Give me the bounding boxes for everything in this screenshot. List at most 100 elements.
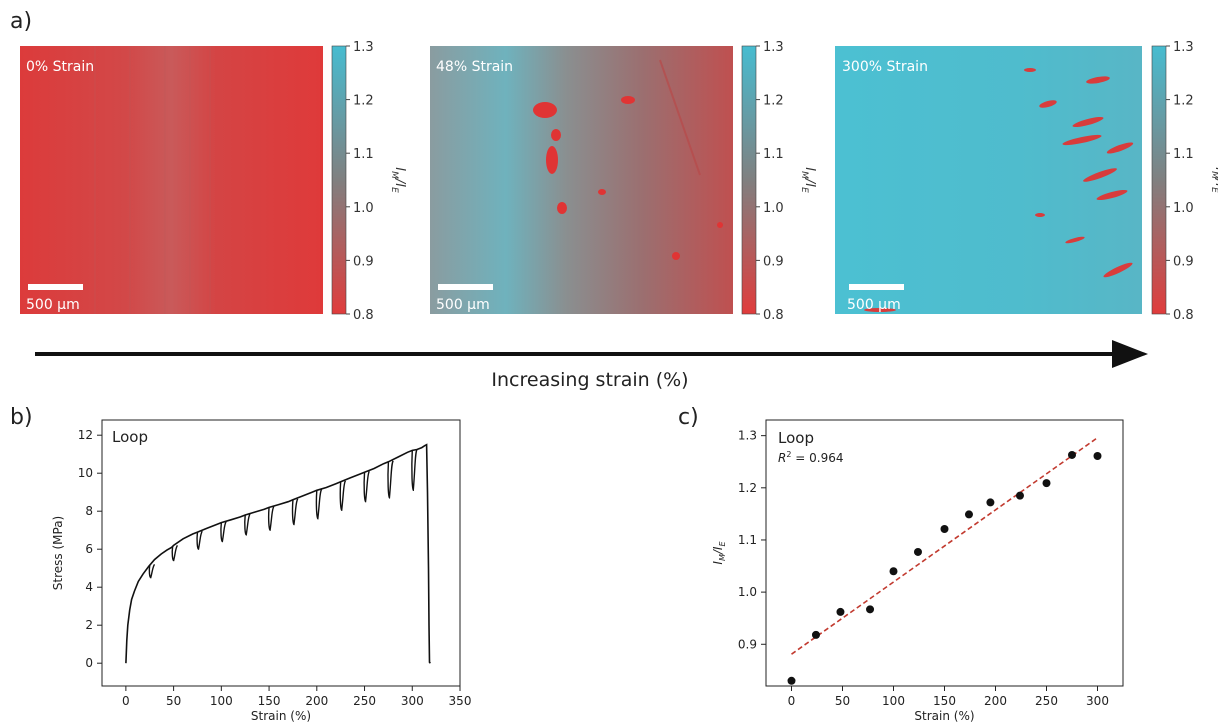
data-point	[811, 630, 820, 639]
y-tick-label: 2	[85, 618, 93, 632]
scale-bar-label: 500 µm	[26, 297, 80, 313]
panel-label-b: b)	[10, 405, 33, 430]
stress-curve	[125, 443, 431, 664]
plot-frame	[101, 419, 461, 687]
r-squared-label: R2 = 0.964	[778, 450, 843, 465]
hysteresis-loop	[291, 498, 299, 526]
colorbar: 1.3 1.2 1.1 1.0 0.9 0.8 IM/IE	[741, 40, 817, 323]
x-tick-label: 150	[258, 694, 281, 708]
y-tick-label: 1.1	[738, 533, 757, 547]
colorbar-tick-label: 1.3	[763, 40, 784, 55]
x-tick-label: 0	[122, 694, 130, 708]
colorbar-tick-label: 1.1	[1173, 147, 1194, 162]
colorbar-tick-label: 1.3	[353, 40, 374, 55]
hysteresis-loop	[244, 513, 251, 536]
colorbar-gradient	[331, 45, 347, 315]
colorbar-label: IM/IE	[389, 167, 407, 193]
linear-fit-line	[791, 437, 1098, 655]
colorbar-gradient	[1151, 45, 1167, 315]
x-tick-label: 350	[449, 694, 472, 708]
colorbar-tick-label: 1.3	[1173, 40, 1194, 55]
y-tick-label: 10	[78, 466, 93, 480]
scale-bar	[849, 284, 904, 290]
scale-bar-label: 500 µm	[436, 297, 490, 313]
strain-map-2: 300% Strain 500 µm	[835, 46, 1142, 314]
y-axis-label: Stress (MPa)	[51, 516, 65, 590]
chart-annotation: Loop	[778, 429, 814, 447]
arrow-label: Increasing strain (%)	[491, 369, 688, 391]
colorbar-tick-label: 1.0	[1173, 201, 1194, 216]
data-point	[940, 525, 949, 534]
y-tick-label: 1.2	[738, 481, 757, 495]
colorbar-label: IM/IE	[799, 167, 817, 193]
map-strain-label: 0% Strain	[26, 59, 94, 75]
colorbar-tick-label: 0.8	[1173, 308, 1194, 323]
data-point	[1093, 451, 1102, 460]
y-tick-label: 0	[85, 656, 93, 670]
colorbar-tick-label: 1.1	[353, 147, 374, 162]
map-texture	[94, 46, 211, 314]
strain-map-1: 48% Strain 500 µm	[430, 46, 733, 314]
hysteresis-loop	[171, 544, 179, 562]
x-axis-label: Strain (%)	[914, 709, 974, 723]
x-tick-label: 200	[984, 694, 1007, 708]
data-point	[986, 498, 995, 507]
y-tick-label: 4	[85, 580, 93, 594]
strain-map-0: 0% Strain 500 µm	[20, 46, 323, 314]
x-tick-label: 50	[835, 694, 850, 708]
map-hotspots	[864, 68, 1134, 312]
x-tick-label: 0	[788, 694, 796, 708]
y-tick-label: 12	[78, 428, 93, 442]
data-point	[787, 676, 796, 685]
intensity-ratio-chart: 0 50 100 150 200 250 300 0.9 1.0 1.1 1.2 1.3 Strain …	[711, 419, 1124, 723]
hysteresis-loop	[148, 563, 156, 579]
colorbar-tick-label: 1.1	[763, 147, 784, 162]
hysteresis-loop	[363, 470, 370, 503]
colorbar-tick-label: 1.0	[353, 201, 374, 216]
colorbar: 1.3 1.2 1.1 1.0 0.9 0.8 IM/IE	[1151, 40, 1218, 323]
scale-bar-label: 500 µm	[847, 297, 901, 313]
data-point	[836, 607, 845, 616]
colorbar-gradient	[741, 45, 757, 315]
x-tick-label: 150	[933, 694, 956, 708]
y-tick-label: 1.0	[738, 585, 757, 599]
colorbar-label: IM/IE	[1209, 167, 1218, 193]
scale-bar	[438, 284, 493, 290]
colorbar-tick-label: 1.2	[353, 94, 374, 109]
data-point	[866, 605, 875, 614]
colorbar-tick-label: 0.9	[353, 254, 374, 269]
map-strain-label: 48% Strain	[436, 59, 513, 75]
data-point	[1015, 491, 1024, 500]
y-axis-label: IM/IE	[711, 541, 727, 565]
colorbar-tick-label: 0.8	[763, 308, 784, 323]
panel-label-a: a)	[10, 9, 32, 34]
colorbar-tick-label: 0.8	[353, 308, 374, 323]
x-tick-label: 100	[210, 694, 233, 708]
x-tick-label: 200	[305, 694, 328, 708]
data-point	[913, 547, 922, 556]
hysteresis-loop	[220, 521, 227, 543]
data-point	[889, 567, 898, 576]
colorbar-tick-label: 1.2	[763, 94, 784, 109]
hysteresis-loop	[196, 530, 203, 550]
map-strain-label: 300% Strain	[842, 59, 928, 75]
chart-annotation: Loop	[112, 428, 148, 446]
increasing-strain-arrow	[35, 340, 1148, 368]
hysteresis-loop	[387, 460, 394, 499]
hysteresis-loop	[339, 480, 347, 511]
scale-bar	[28, 284, 83, 290]
x-tick-label: 250	[1035, 694, 1058, 708]
colorbar-tick-label: 0.9	[763, 254, 784, 269]
hysteresis-loop	[411, 449, 418, 492]
data-point	[964, 510, 973, 519]
data-point	[1042, 479, 1051, 488]
x-axis-label: Strain (%)	[251, 709, 311, 723]
x-tick-label: 100	[882, 694, 905, 708]
y-tick-label: 0.9	[738, 637, 757, 651]
x-tick-label: 300	[1086, 694, 1109, 708]
colorbar-tick-label: 1.0	[763, 201, 784, 216]
x-tick-label: 50	[166, 694, 181, 708]
x-tick-label: 250	[353, 694, 376, 708]
y-tick-label: 8	[85, 504, 93, 518]
